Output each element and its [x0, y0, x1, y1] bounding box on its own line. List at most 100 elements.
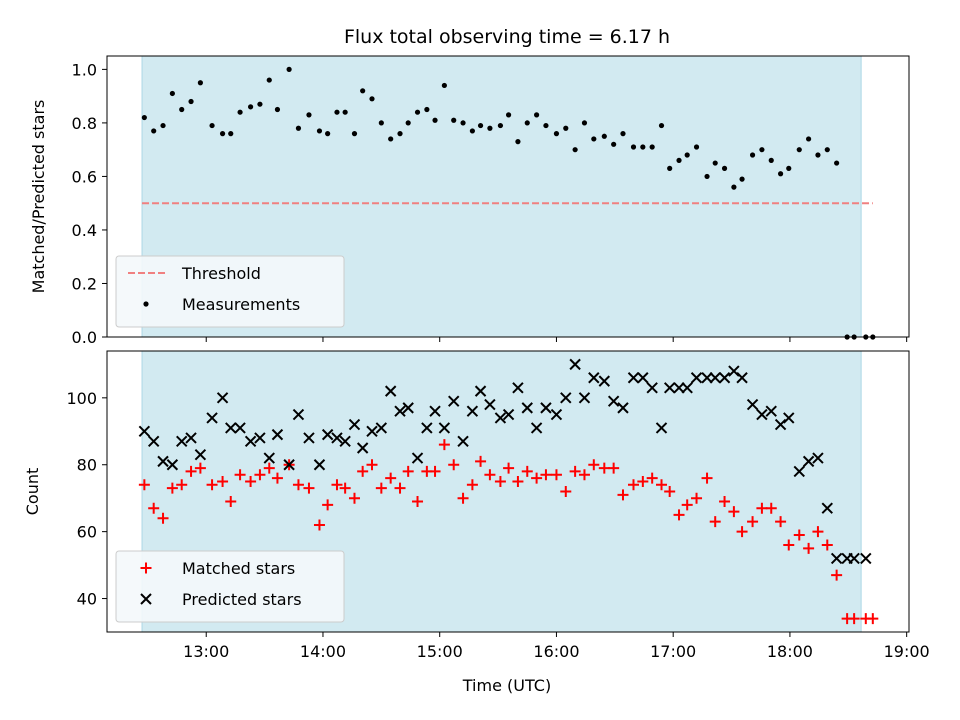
data-point [617, 402, 629, 414]
data-point [803, 542, 815, 554]
data-point [375, 422, 388, 434]
data-point [283, 459, 295, 471]
data-point [351, 131, 358, 137]
data-point [736, 526, 748, 538]
data-point [768, 157, 774, 163]
data-point [588, 459, 600, 471]
data-point [749, 152, 756, 158]
data-point [271, 472, 283, 484]
data-point [658, 122, 665, 129]
data-point [783, 539, 795, 551]
data-point [385, 472, 397, 484]
data-point [540, 469, 552, 481]
ratio-panel: 0.0 0.2 0.4 0.6 0.8 1.0 Matched/Predicted star… [29, 55, 910, 347]
data-point [292, 479, 304, 491]
data-point [286, 66, 292, 72]
data-point [176, 479, 188, 491]
data-point [432, 117, 438, 123]
data-point [588, 372, 600, 384]
data-point [414, 109, 421, 115]
data-point [812, 452, 824, 464]
data-point [206, 479, 218, 491]
data-point [739, 176, 745, 182]
data-point [721, 165, 728, 171]
data-point [147, 435, 160, 448]
data-point [331, 432, 343, 444]
data-point [581, 120, 588, 126]
data-point [397, 131, 403, 137]
data-point [342, 109, 348, 115]
data-point [712, 160, 718, 166]
data-point [607, 395, 620, 407]
data-point [521, 402, 533, 414]
data-point [421, 422, 433, 434]
data-point [655, 422, 668, 434]
data-point [477, 122, 484, 129]
data-point [569, 465, 581, 477]
data-point [543, 122, 549, 129]
data-point [209, 122, 215, 129]
data-point [627, 479, 639, 491]
data-point [831, 569, 843, 581]
data-point [747, 516, 759, 528]
x-tick-label: 17:00 [650, 642, 696, 661]
data-point [691, 492, 703, 504]
data-point [731, 184, 737, 190]
data-point [786, 165, 792, 171]
data-point [225, 422, 237, 434]
data-point [313, 519, 325, 531]
x-tick-label: 13:00 [183, 642, 229, 661]
data-point [701, 372, 713, 384]
data-point [219, 131, 226, 137]
data-point [531, 472, 543, 484]
data-point [225, 496, 237, 508]
data-point [237, 109, 243, 115]
data-point [627, 372, 640, 384]
x-tick-label: 15:00 [417, 642, 463, 661]
data-point [656, 479, 668, 491]
x-tick-label: 16:00 [533, 642, 579, 661]
data-point [244, 435, 257, 448]
y-tick-label: 40 [77, 590, 97, 609]
data-point [553, 131, 560, 137]
data-point [502, 408, 515, 421]
y-tick-label: 0.2 [72, 274, 97, 293]
data-point [728, 506, 740, 518]
data-point [157, 455, 169, 468]
legend-label: Predicted stars [182, 590, 302, 609]
data-point [466, 405, 479, 417]
data-point [475, 455, 487, 467]
data-point [718, 372, 731, 384]
legend-label: Measurements [182, 295, 300, 314]
data-point [274, 106, 281, 113]
data-point [334, 109, 340, 115]
data-point [366, 459, 378, 471]
data-point [649, 144, 655, 150]
data-point [563, 125, 569, 131]
data-point [438, 439, 450, 451]
data-point [756, 408, 768, 421]
y-tick-label: 0.8 [72, 114, 97, 133]
data-point [560, 486, 572, 497]
data-point [646, 382, 658, 394]
data-point [821, 539, 833, 551]
data-point [322, 499, 334, 511]
data-point [806, 136, 812, 142]
data-point [206, 412, 218, 424]
legend-label: Threshold [181, 264, 261, 283]
data-point [457, 492, 469, 504]
legend-marker-swatch [143, 301, 149, 307]
data-point [469, 128, 475, 134]
data-point [234, 422, 246, 434]
data-point [681, 499, 693, 511]
data-point [194, 462, 206, 474]
data-point [709, 516, 721, 528]
data-point [266, 77, 272, 83]
data-point [709, 372, 721, 384]
data-point [512, 382, 524, 394]
data-point [441, 82, 447, 89]
data-point [821, 502, 833, 514]
data-point [598, 462, 610, 474]
data-point [693, 144, 700, 150]
